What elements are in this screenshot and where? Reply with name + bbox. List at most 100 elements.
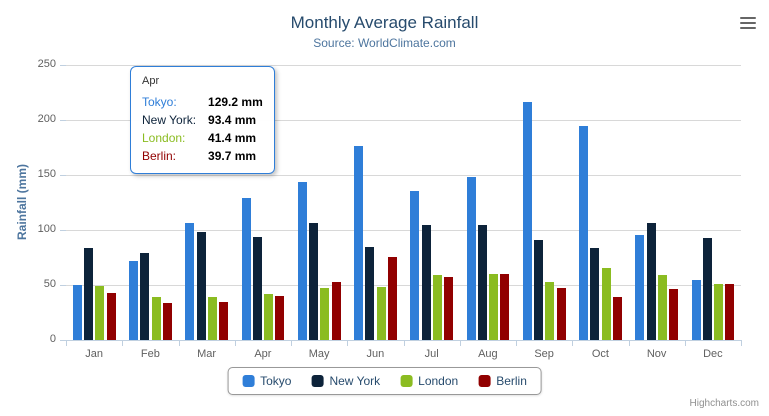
x-axis-tick bbox=[741, 341, 742, 346]
bar-london-nov[interactable] bbox=[657, 274, 667, 340]
bar-tokyo-mar[interactable] bbox=[185, 222, 195, 340]
legend-swatch bbox=[478, 375, 491, 387]
x-axis-label: May bbox=[308, 348, 330, 360]
legend-item-tokyo[interactable]: Tokyo bbox=[242, 374, 291, 388]
bar-london-jul[interactable] bbox=[432, 275, 442, 340]
tooltip-series-value: 39.7 mm bbox=[208, 149, 257, 163]
legend-item-new-york[interactable]: New York bbox=[311, 374, 380, 388]
bar-tokyo-jun[interactable] bbox=[354, 146, 363, 340]
tooltip-row: Tokyo: 129.2 mm bbox=[142, 93, 263, 111]
tooltip-series-value: 41.4 mm bbox=[208, 131, 257, 145]
bar-new-york-oct[interactable] bbox=[590, 248, 600, 340]
tooltip-series-value: 129.2 mm bbox=[208, 95, 263, 109]
legend-label: New York bbox=[329, 374, 381, 388]
bar-berlin-mar[interactable] bbox=[219, 302, 228, 340]
menu-line bbox=[740, 22, 756, 24]
bar-berlin-jul[interactable] bbox=[444, 276, 453, 340]
bar-london-sep[interactable] bbox=[545, 282, 555, 340]
x-axis-label: Feb bbox=[140, 348, 160, 360]
bar-berlin-jun[interactable] bbox=[387, 256, 397, 340]
bar-tokyo-nov[interactable] bbox=[635, 234, 645, 340]
x-axis-label: Oct bbox=[591, 348, 609, 360]
bar-tokyo-jul[interactable] bbox=[410, 190, 420, 340]
bar-london-jun[interactable] bbox=[376, 286, 386, 340]
y-axis-tick bbox=[60, 120, 66, 121]
y-axis-label: 150 bbox=[37, 168, 56, 180]
x-axis-label: Nov bbox=[646, 348, 667, 360]
bar-berlin-aug[interactable] bbox=[500, 273, 510, 340]
tooltip-row: London: 41.4 mm bbox=[142, 129, 263, 147]
bar-new-york-jan[interactable] bbox=[84, 248, 93, 340]
bar-tokyo-jan[interactable] bbox=[72, 285, 82, 340]
y-axis-tick bbox=[60, 285, 66, 286]
bar-london-mar[interactable] bbox=[207, 296, 217, 340]
x-axis-label: Jun bbox=[366, 348, 385, 360]
legend-item-london[interactable]: London bbox=[400, 374, 458, 388]
tooltip-series-name: Tokyo: bbox=[142, 95, 177, 109]
gridline bbox=[66, 175, 741, 176]
tooltip-category: Apr bbox=[142, 75, 160, 87]
bar-london-jan[interactable] bbox=[95, 286, 105, 340]
bar-new-york-nov[interactable] bbox=[646, 222, 656, 340]
bar-london-oct[interactable] bbox=[601, 268, 611, 340]
bar-london-dec[interactable] bbox=[714, 283, 723, 340]
hamburger-menu-icon[interactable] bbox=[740, 17, 756, 29]
y-axis-tick bbox=[60, 175, 66, 176]
bar-tokyo-oct[interactable] bbox=[579, 126, 588, 340]
menu-line bbox=[740, 17, 756, 19]
bar-berlin-oct[interactable] bbox=[612, 296, 622, 340]
bar-tokyo-apr[interactable] bbox=[241, 197, 251, 340]
x-axis-label: Sep bbox=[534, 348, 554, 360]
bar-berlin-dec[interactable] bbox=[725, 283, 735, 340]
bar-london-apr[interactable] bbox=[264, 294, 273, 340]
bar-tokyo-may[interactable] bbox=[297, 181, 307, 340]
bar-new-york-dec[interactable] bbox=[702, 238, 712, 340]
y-axis-label: 50 bbox=[43, 278, 56, 290]
tooltip-row: New York: 93.4 mm bbox=[142, 111, 263, 129]
bar-tokyo-sep[interactable] bbox=[522, 101, 532, 340]
gridline bbox=[66, 120, 741, 121]
y-axis-label: 200 bbox=[37, 113, 56, 125]
tooltip-rows: Tokyo: 129.2 mm New York: 93.4 mm London: 41.… bbox=[142, 93, 263, 165]
bar-new-york-jun[interactable] bbox=[365, 247, 375, 340]
legend-label: Tokyo bbox=[260, 374, 292, 388]
x-axis-label: Aug bbox=[478, 348, 498, 360]
x-axis-tick bbox=[234, 341, 236, 346]
bar-tokyo-dec[interactable] bbox=[691, 280, 701, 340]
bar-london-feb[interactable] bbox=[151, 297, 161, 340]
bar-tokyo-aug[interactable] bbox=[466, 176, 476, 340]
bar-berlin-may[interactable] bbox=[331, 282, 341, 340]
chart-subtitle: Source: WorldClimate.com bbox=[313, 36, 456, 50]
bar-new-york-may[interactable] bbox=[309, 223, 318, 340]
x-axis-label: Mar bbox=[197, 348, 217, 360]
x-axis-line bbox=[66, 340, 742, 341]
bar-new-york-sep[interactable] bbox=[534, 239, 543, 340]
y-axis-tick bbox=[60, 340, 66, 341]
bar-new-york-aug[interactable] bbox=[477, 225, 487, 340]
x-axis-label: Dec bbox=[703, 348, 723, 360]
y-axis-tick bbox=[60, 65, 66, 66]
legend-item-berlin[interactable]: Berlin bbox=[478, 374, 527, 388]
gridline bbox=[66, 285, 741, 286]
bar-berlin-nov[interactable] bbox=[669, 288, 678, 340]
bar-new-york-jul[interactable] bbox=[421, 224, 431, 340]
bar-new-york-feb[interactable] bbox=[140, 253, 150, 340]
bar-london-aug[interactable] bbox=[489, 274, 498, 340]
highcharts-credit[interactable]: Highcharts.com bbox=[689, 398, 759, 409]
x-axis-tick bbox=[684, 341, 686, 346]
bar-london-may[interactable] bbox=[320, 288, 330, 340]
bar-berlin-apr[interactable] bbox=[275, 296, 285, 340]
x-axis-label: Jul bbox=[424, 348, 439, 360]
bar-tokyo-feb[interactable] bbox=[129, 261, 138, 340]
x-axis-tick bbox=[66, 341, 67, 346]
bar-berlin-sep[interactable] bbox=[556, 287, 566, 340]
y-axis-tick bbox=[60, 230, 66, 231]
chart-title: Monthly Average Rainfall bbox=[290, 13, 479, 32]
bar-new-york-apr[interactable] bbox=[252, 237, 262, 340]
bar-new-york-mar[interactable] bbox=[196, 231, 206, 340]
bar-berlin-jan[interactable] bbox=[106, 293, 116, 340]
bar-berlin-feb[interactable] bbox=[162, 303, 172, 340]
menu-line bbox=[740, 27, 756, 29]
x-axis-label: Jan bbox=[85, 348, 103, 360]
